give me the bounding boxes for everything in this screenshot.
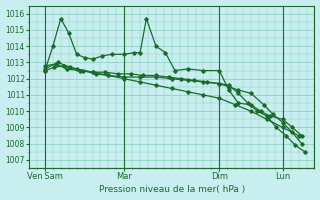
X-axis label: Pression niveau de la mer( hPa ): Pression niveau de la mer( hPa )	[99, 185, 245, 194]
